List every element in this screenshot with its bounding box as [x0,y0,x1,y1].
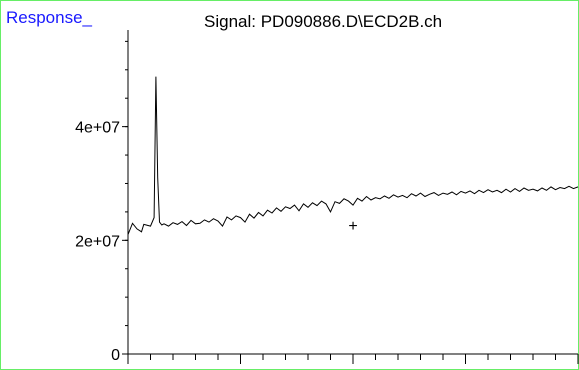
signal-trace [127,76,579,235]
y-tick-label: 4e+07 [75,120,120,137]
y-tick-label: 0 [111,347,120,364]
y-minor-ticks [125,40,128,355]
x-ticks [127,354,579,364]
cursor-marker: + [348,218,357,235]
y-ticks: 0 2e+07 4e+07 [75,120,128,364]
chart-title: Signal: PD090886.D\ECD2B.ch [204,12,443,31]
y-tick-label: 2e+07 [75,233,120,250]
y-axis-label: Response_ [6,8,93,27]
